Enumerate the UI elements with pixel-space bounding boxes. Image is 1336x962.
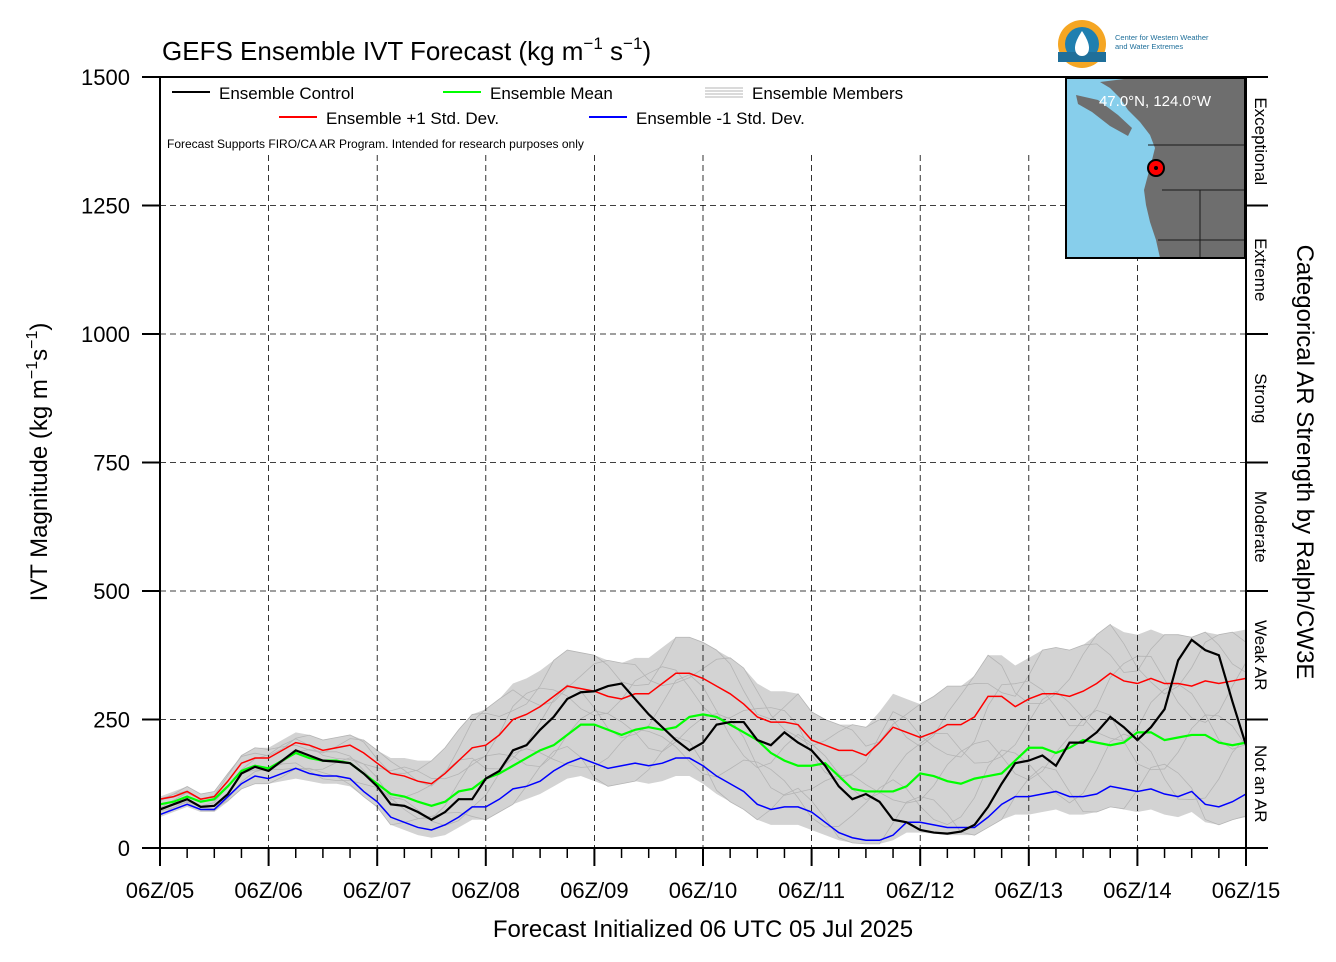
legend-control-label: Ensemble Control <box>219 84 354 103</box>
inset-coordinates: 47.0°N, 124.0°W <box>1099 93 1212 110</box>
series-line-ensemble-control <box>159 638 1248 835</box>
chart-title: GEFS Ensemble IVT Forecast (kg m−1 s−1) <box>162 34 651 66</box>
inset-island <box>1076 95 1132 136</box>
members-band <box>160 624 1246 844</box>
axis-layer: 0 250 500 750 1000 1250 1500 06Z/05 06Z/06 06Z/07… <box>81 65 1280 903</box>
x-tick-label: 06Z/15 <box>1212 878 1281 903</box>
cw3e-logo: Center for Western Weather and Water Ext… <box>1058 20 1209 68</box>
logo-text-line2: and Water Extremes <box>1115 42 1183 51</box>
x-tick-label: 06Z/13 <box>995 878 1064 903</box>
x-tick-label: 06Z/12 <box>886 878 955 903</box>
ensemble-member-line <box>159 631 1247 802</box>
category-label: Not an AR <box>1251 745 1270 823</box>
category-label: Exceptional <box>1251 97 1270 185</box>
x-axis-label: Forecast Initialized 06 UTC 05 Jul 2025 <box>493 916 913 943</box>
logo-text-line1: Center for Western Weather <box>1115 33 1209 42</box>
x-tick-label: 06Z/06 <box>234 878 303 903</box>
legend-mean-label: Ensemble Mean <box>490 84 613 103</box>
legend-minus-label: Ensemble -1 Std. Dev. <box>636 109 805 128</box>
category-layer: Exceptional Extreme Strong Moderate Weak AR N… <box>1246 76 1270 849</box>
y-tick-label: 0 <box>118 836 130 861</box>
x-tick-label: 06Z/10 <box>669 878 738 903</box>
x-tick-label: 06Z/08 <box>452 878 521 903</box>
logo-drop-icon <box>1075 31 1089 56</box>
y-tick-label: 1000 <box>81 322 130 347</box>
legend-members-label: Ensemble Members <box>752 84 903 103</box>
y-tick-label: 500 <box>93 579 130 604</box>
legend: Ensemble Control Ensemble Mean Ensemble … <box>167 84 903 151</box>
disclaimer-text: Forecast Supports FIRO/CA AR Program. In… <box>167 137 584 151</box>
location-inset-map: 47.0°N, 124.0°W <box>1065 77 1246 259</box>
series-layer <box>159 638 1248 842</box>
grid-layer <box>160 155 1246 848</box>
ensemble-member-line <box>159 728 1247 828</box>
location-marker-dot <box>1154 166 1158 170</box>
category-label: Moderate <box>1251 491 1270 563</box>
members-band-layer <box>160 624 1246 844</box>
x-tick-label: 06Z/11 <box>778 878 845 903</box>
y-tick-label: 250 <box>93 708 130 733</box>
x-tick-label: 06Z/05 <box>126 878 195 903</box>
inset-borders <box>1148 144 1245 258</box>
y-tick-label: 750 <box>93 451 130 476</box>
category-label: Strong <box>1251 373 1270 423</box>
series-line-ensemble-1-std-dev- <box>159 757 1247 842</box>
y-tick-label: 1250 <box>81 194 130 219</box>
series-line-ensemble-1-std-dev- <box>159 672 1247 800</box>
category-label: Extreme <box>1251 238 1270 301</box>
y-axis-label: IVT Magnitude (kg m−1s−1) <box>24 323 53 602</box>
inset-frame <box>1065 77 1246 259</box>
x-tick-label: 06Z/07 <box>343 878 412 903</box>
y-tick-label: 1500 <box>81 65 130 90</box>
x-tick-label: 06Z/14 <box>1103 878 1172 903</box>
right-axis-label: Categorical AR Strength by Ralph/CW3E <box>1291 245 1318 680</box>
x-tick-label: 06Z/09 <box>560 878 629 903</box>
category-label: Weak AR <box>1251 620 1270 691</box>
ensemble-member-line <box>159 736 1247 845</box>
logo-wave-band <box>1058 52 1106 62</box>
legend-members-swatch <box>705 87 743 98</box>
legend-plus-label: Ensemble +1 Std. Dev. <box>326 109 499 128</box>
inset-land <box>1100 78 1245 258</box>
